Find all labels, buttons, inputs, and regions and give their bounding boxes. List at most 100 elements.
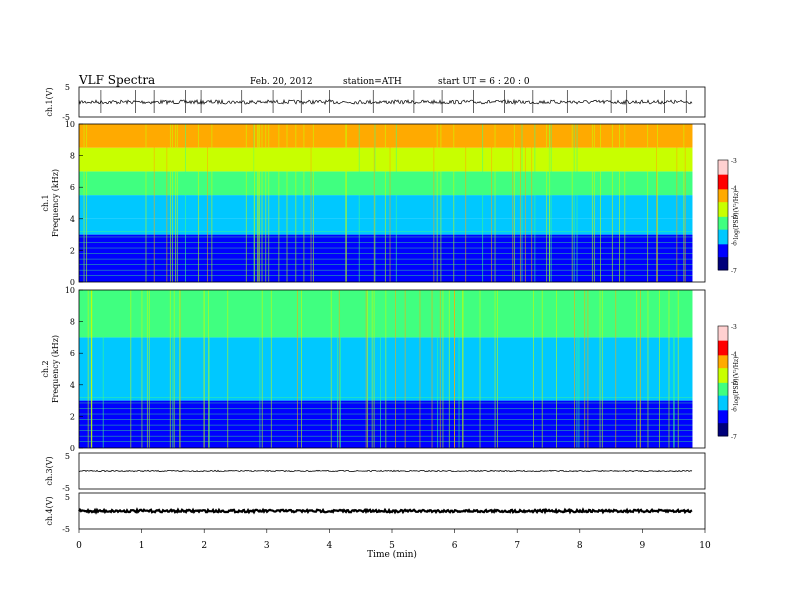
colorbar-frame <box>717 325 729 437</box>
colorbar-step-20 <box>718 362 728 365</box>
ch1-ytick-top: 5 <box>65 83 70 92</box>
ytick-label-1: 2 <box>70 412 75 421</box>
colorbar-step-33 <box>718 220 728 223</box>
colorbar-step-29 <box>718 379 728 382</box>
colorbar-step-31 <box>718 382 728 386</box>
colorbar-step-4 <box>718 333 728 336</box>
colorbar-step-28 <box>718 377 728 380</box>
colorbar-step-15 <box>718 187 728 190</box>
colorbar-step-17 <box>718 357 728 360</box>
ytick-label-4: 8 <box>70 318 75 327</box>
colorbar-step-35 <box>718 224 728 227</box>
colorbar-tick-0: -3 <box>731 324 737 331</box>
colorbar-step-43 <box>718 238 728 242</box>
ch4-ytick-top: 5 <box>65 493 70 502</box>
colorbar-step-11 <box>718 180 728 183</box>
colorbar-tick-2: -5 <box>731 379 737 386</box>
panel-ch4-waveform: 5 -5 ch.4(V) 0 1 2 3 4 5 6 7 8 9 10 Time (min) <box>45 492 711 560</box>
ytick-label-2: 4 <box>70 381 75 390</box>
colorbar-step-42 <box>718 237 728 240</box>
ch2-spec-yticks: 0 2 4 6 8 10 <box>65 286 83 453</box>
xtick-label-8: 8 <box>577 541 583 551</box>
xtick-label-5: 5 <box>389 541 395 551</box>
colorbar-step-55 <box>718 260 728 264</box>
colorbar-step-28 <box>718 211 728 214</box>
ytick-label-1: 2 <box>70 246 75 255</box>
panel-ch2-spec-frame <box>78 289 706 449</box>
colorbar-tick-3: -6 <box>731 407 737 414</box>
colorbar-step-30 <box>718 215 728 218</box>
ytick-label-0: 0 <box>70 278 75 287</box>
ytick-label-5: 10 <box>65 286 75 295</box>
colorbar-step-48 <box>718 414 728 417</box>
colorbar-step-23 <box>718 202 728 205</box>
colorbar-step-43 <box>718 404 728 408</box>
colorbar-tick-2: -5 <box>731 213 737 220</box>
colorbar-step-56 <box>718 262 728 265</box>
colorbar-step-58 <box>718 266 728 269</box>
colorbar-step-15 <box>718 353 728 356</box>
ch3-ytick-top: 5 <box>65 452 70 461</box>
colorbar-step-0 <box>718 160 728 163</box>
panel-ch1-spec-frame <box>78 123 706 283</box>
colorbar-step-26 <box>718 207 728 210</box>
ch2-colorbar-label: log(PSD)(V²/Hz) <box>733 357 740 406</box>
xtick-label-7: 7 <box>514 541 520 551</box>
colorbar-step-6 <box>718 171 728 174</box>
colorbar-step-11 <box>718 346 728 349</box>
colorbar-tick-3: -6 <box>731 241 737 248</box>
colorbar-step-59 <box>718 268 728 271</box>
ch2-spectrogram-image <box>79 290 693 448</box>
colorbar-step-7 <box>718 338 728 342</box>
colorbar-step-49 <box>718 415 728 419</box>
xtick-label-0: 0 <box>76 541 82 551</box>
colorbar-step-36 <box>718 226 728 229</box>
xtick-label-3: 3 <box>264 541 270 551</box>
colorbar-tick-1: -4 <box>731 186 737 193</box>
ch2-spec-ylabel: ch.2 <box>41 360 50 377</box>
colorbar-tick-4: -7 <box>731 434 737 441</box>
colorbar-step-4 <box>718 167 728 170</box>
colorbar-step-10 <box>718 178 728 181</box>
colorbar-step-14 <box>718 185 728 188</box>
colorbar-step-9 <box>718 342 728 345</box>
colorbar-step-34 <box>718 388 728 391</box>
xtick-label-9: 9 <box>640 541 646 551</box>
colorbar-step-42 <box>718 403 728 406</box>
colorbar-step-16 <box>718 355 728 358</box>
colorbar-step-48 <box>718 248 728 251</box>
ch3-trace <box>78 469 693 473</box>
colorbar-step-27 <box>718 209 728 212</box>
colorbar-step-16 <box>718 189 728 192</box>
colorbar-step-50 <box>718 251 728 254</box>
ytick-label-2: 4 <box>70 215 75 224</box>
colorbar-step-5 <box>718 335 728 338</box>
xtick-label-6: 6 <box>452 541 458 551</box>
colorbar-step-53 <box>718 423 728 426</box>
colorbar-tick-1: -4 <box>731 352 737 359</box>
colorbar-step-22 <box>718 200 728 203</box>
ch4-ylabel: ch.4(V) <box>45 496 54 525</box>
xtick-label-10: 10 <box>699 541 711 551</box>
colorbar-step-36 <box>718 392 728 395</box>
colorbar-step-13 <box>718 349 728 353</box>
colorbar-step-54 <box>718 259 728 262</box>
time-axis-ticks: 0 1 2 3 4 5 6 7 8 9 10 <box>76 529 711 551</box>
colorbar-step-18 <box>718 193 728 196</box>
panel-ch1-frame <box>78 86 706 118</box>
colorbar-step-13 <box>718 183 728 187</box>
ytick-label-5: 10 <box>65 120 75 129</box>
colorbar-step-40 <box>718 233 728 236</box>
colorbar-step-32 <box>718 218 728 221</box>
ch3-ylabel: ch.3(V) <box>45 456 54 485</box>
colorbar-step-21 <box>718 364 728 367</box>
colorbar-step-5 <box>718 169 728 172</box>
panel-ch1-waveform: 5 -5 ch.1(V) <box>45 83 706 122</box>
colorbar-frame <box>717 159 729 271</box>
colorbar-step-24 <box>718 204 728 207</box>
colorbar-step-3 <box>718 165 728 168</box>
ch1-ytick-bottom: -5 <box>62 113 70 122</box>
ch1-ylabel: ch.1(V) <box>45 87 54 116</box>
